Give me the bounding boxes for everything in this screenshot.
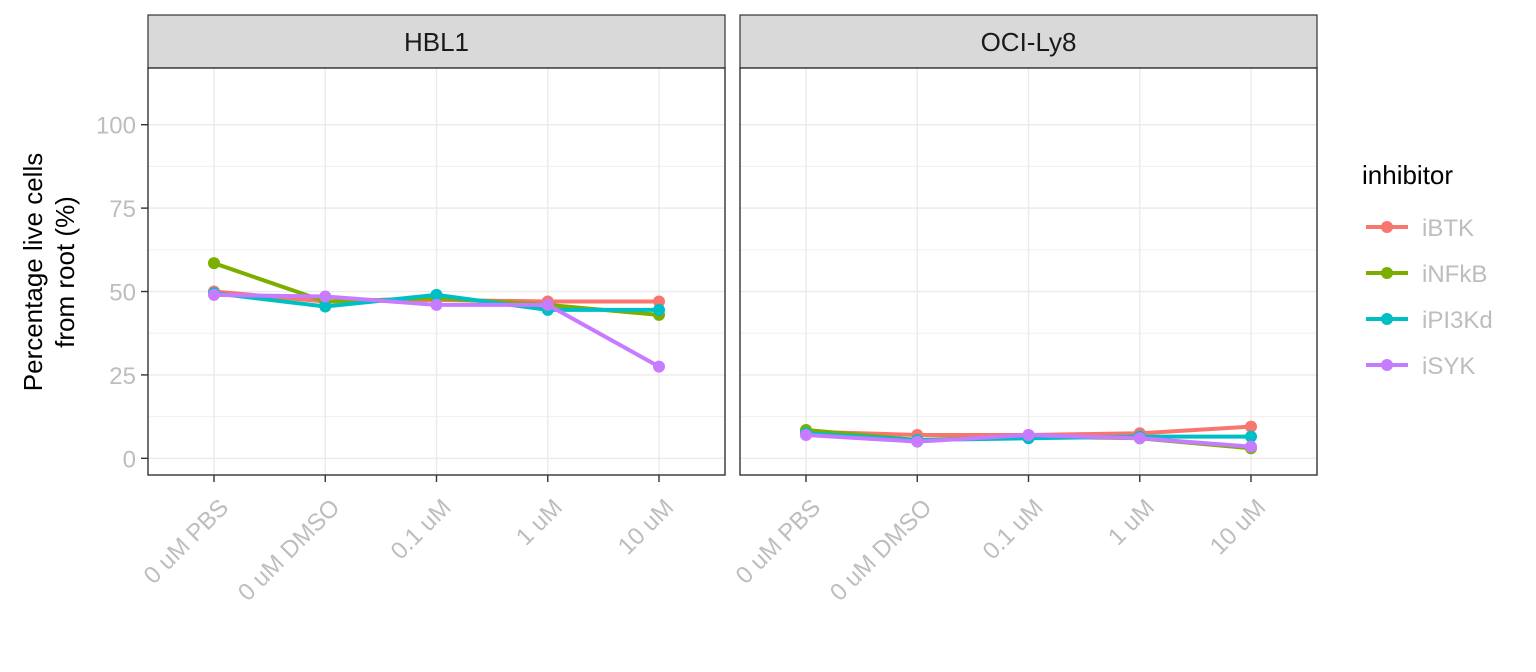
data-point — [1245, 430, 1257, 443]
data-point — [208, 257, 220, 270]
y-axis-label-line-2: from root (%) — [50, 196, 80, 348]
legend-label: iSYK — [1422, 353, 1475, 380]
x-tick-label: 10 uM — [1205, 494, 1271, 560]
data-point — [1133, 432, 1146, 445]
series-isyk — [800, 428, 1257, 453]
y-axis-label-line-1: Percentage live cells — [18, 153, 48, 391]
legend-item-ipi3kd: iPI3Kd — [1366, 307, 1493, 334]
x-tick-label: 10 uM — [613, 494, 679, 560]
x-tick-label: 0 uM PBS — [139, 494, 234, 589]
y-tick-label: 50 — [109, 280, 136, 307]
data-point — [430, 288, 443, 301]
legend-key-point — [1381, 267, 1393, 279]
legend-item-infkb: iNFkB — [1366, 261, 1487, 288]
y-tick-label: 25 — [109, 363, 136, 390]
legend-key-point — [1381, 359, 1393, 371]
panel-title: OCI-Ly8 — [981, 27, 1077, 57]
legend-label: iPI3Kd — [1422, 307, 1493, 334]
x-tick-label: 0 uM PBS — [731, 494, 826, 589]
legend-label: iBTK — [1422, 215, 1474, 242]
legend-item-ibtk: iBTK — [1366, 215, 1474, 242]
data-point — [319, 290, 332, 303]
data-point — [319, 300, 332, 313]
data-point — [430, 298, 443, 311]
x-tick-label: 0.1 uM — [386, 494, 457, 565]
x-tick-label: 0.1 uM — [978, 494, 1049, 565]
data-point — [653, 295, 665, 308]
legend-key-point — [1381, 313, 1393, 325]
data-point — [1245, 440, 1257, 453]
x-tick-label: 0 uM DMSO — [825, 494, 937, 606]
x-tick-label: 0 uM DMSO — [233, 494, 345, 606]
legend-title: inhibitor — [1362, 160, 1453, 190]
panel-strip — [739, 14, 1318, 69]
data-point — [911, 435, 924, 448]
x-tick-label: 1 uM — [1103, 494, 1160, 551]
y-tick-label: 75 — [109, 196, 136, 223]
legend-label: iNFkB — [1422, 261, 1487, 288]
series-isyk — [208, 288, 665, 373]
legend-item-isyk: iSYK — [1366, 353, 1475, 380]
x-tick-label: 1 uM — [511, 494, 568, 551]
data-point — [653, 303, 665, 316]
data-point — [1245, 420, 1257, 433]
data-point — [653, 360, 665, 373]
legend: inhibitor iBTK iNFkB iPI3Kd iSYK — [1362, 160, 1493, 380]
data-point — [800, 428, 812, 441]
legend-key-point — [1381, 221, 1393, 233]
y-tick-label: 0 — [123, 446, 136, 473]
y-axis: 0 25 50 75 100 — [96, 113, 148, 473]
data-point — [541, 298, 554, 311]
panel-title: HBL1 — [404, 27, 469, 57]
data-point — [1022, 428, 1035, 441]
panel-strip — [147, 14, 726, 69]
y-tick-label: 100 — [96, 113, 136, 140]
data-point — [208, 288, 220, 301]
